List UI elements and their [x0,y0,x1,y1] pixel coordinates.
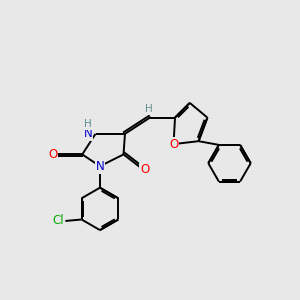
Text: H: H [84,119,92,129]
Text: H: H [145,104,152,114]
Text: Cl: Cl [52,214,64,227]
Text: O: O [48,148,58,161]
Text: O: O [169,138,178,151]
Text: N: N [84,127,92,140]
Text: O: O [140,163,150,176]
Text: N: N [96,160,104,173]
